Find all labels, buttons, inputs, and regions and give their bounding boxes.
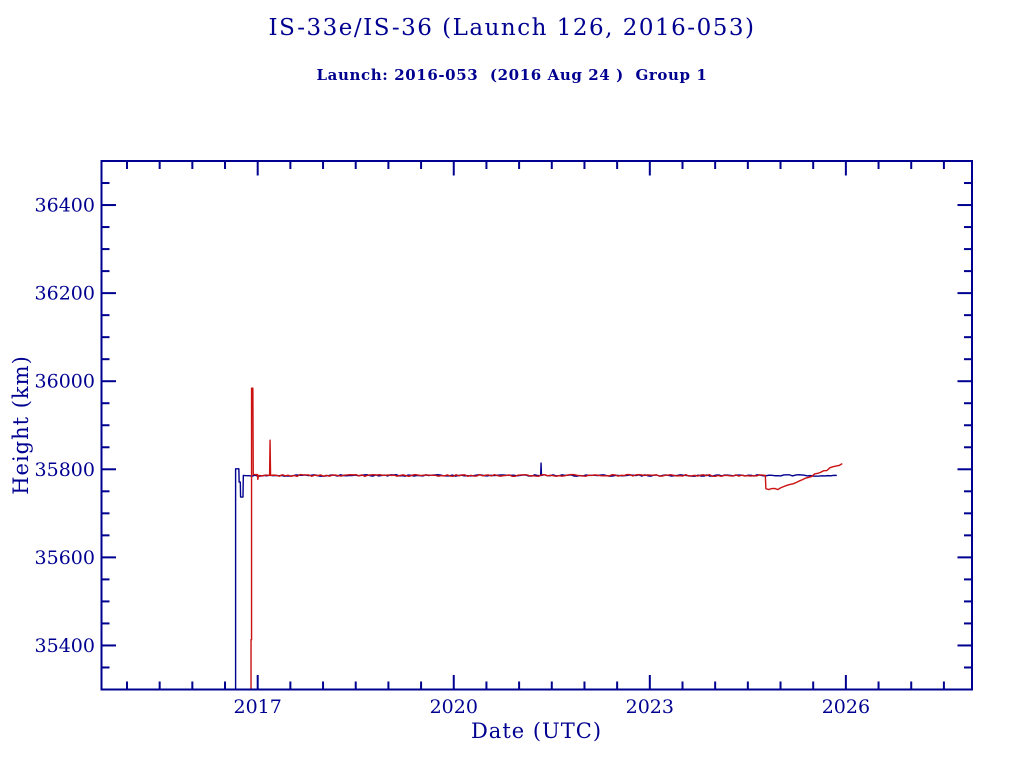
y-tick-label: 35800 <box>35 459 95 481</box>
y-axis-title: Height (km) <box>9 355 33 495</box>
plot-border <box>100 160 973 691</box>
x-tick-label: 2017 <box>234 696 282 718</box>
chart-subtitle: Launch: 2016-053 (2016 Aug 24 ) Group 1 <box>316 66 708 84</box>
y-tick-label: 36200 <box>35 283 95 305</box>
x-axis-title: Date (UTC) <box>470 719 603 743</box>
y-tick-label: 36000 <box>35 371 95 393</box>
axis-tick-labels: 2017 2020 2023 2026 35400 35600 35800 36000 3620… <box>35 195 871 718</box>
series-red-satellite-line <box>250 387 843 690</box>
x-tick-label: 2026 <box>822 696 870 718</box>
y-tick-label: 36400 <box>35 195 95 217</box>
y-tick-label: 35600 <box>35 547 95 569</box>
y-tick-label: 35400 <box>35 635 95 657</box>
axis-ticks <box>102 162 971 689</box>
series-blue-satellite-line <box>234 462 837 690</box>
data-series <box>234 387 843 690</box>
x-tick-label: 2023 <box>626 696 674 718</box>
x-tick-label: 2020 <box>430 696 478 718</box>
chart-title: IS-33e/IS-36 (Launch 126, 2016-053) <box>268 15 756 41</box>
